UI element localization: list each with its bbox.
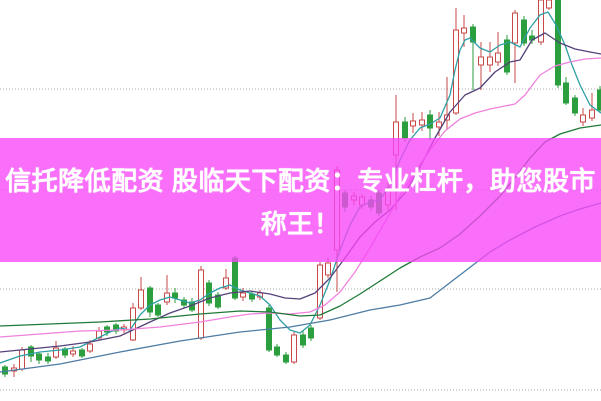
candle-body (572, 97, 578, 114)
candle-body (597, 89, 601, 111)
candle-body (546, 0, 552, 9)
candle-body (470, 26, 476, 43)
candle-body (325, 262, 331, 276)
candle-body (563, 82, 569, 104)
candle-body (53, 347, 59, 358)
candle-body (79, 349, 85, 357)
candle-body (300, 334, 306, 346)
promo-banner[interactable]: 信托降低配资 股临天下配资：专业杠杆，助您股市 称王！ (0, 138, 601, 262)
candle-body (36, 353, 42, 361)
candle-body (580, 114, 586, 123)
candle-body (478, 56, 484, 66)
candle-body (419, 119, 425, 126)
candle-body (317, 264, 323, 319)
candle-body (28, 346, 34, 357)
candle-body (512, 12, 518, 44)
candle-body (453, 29, 459, 114)
candle-body (521, 19, 527, 44)
candle-body (504, 39, 510, 73)
candle-body (138, 289, 144, 309)
promo-banner-text-line2: 称王！ (260, 209, 341, 239)
candle-body (19, 349, 25, 370)
candle-body (87, 343, 93, 352)
candle-body (427, 114, 433, 129)
candle-body (495, 52, 501, 63)
promo-banner-text-line1: 信托降低配资 股临天下配资：专业杠杆，助您股市 (5, 166, 596, 196)
candle-body (402, 121, 408, 139)
candle-body (538, 0, 544, 43)
candle-body (215, 294, 221, 308)
candle-body (410, 120, 416, 127)
candle-body (45, 356, 51, 362)
candle-body (283, 354, 289, 363)
candle-body (487, 56, 493, 66)
candle-body (291, 334, 297, 363)
candle-body (223, 277, 229, 289)
candle-body (274, 346, 280, 356)
candle-body (130, 307, 136, 341)
candle-body (172, 292, 178, 299)
candle-body (240, 292, 246, 298)
candle-body (104, 326, 110, 333)
candle-body (70, 350, 76, 355)
candle-body (198, 269, 204, 339)
candle-body (461, 27, 467, 34)
candle-body (308, 327, 314, 339)
candle-body (147, 287, 153, 313)
candle-body (589, 109, 595, 119)
candle-body (436, 121, 442, 128)
candle-body (155, 304, 161, 316)
